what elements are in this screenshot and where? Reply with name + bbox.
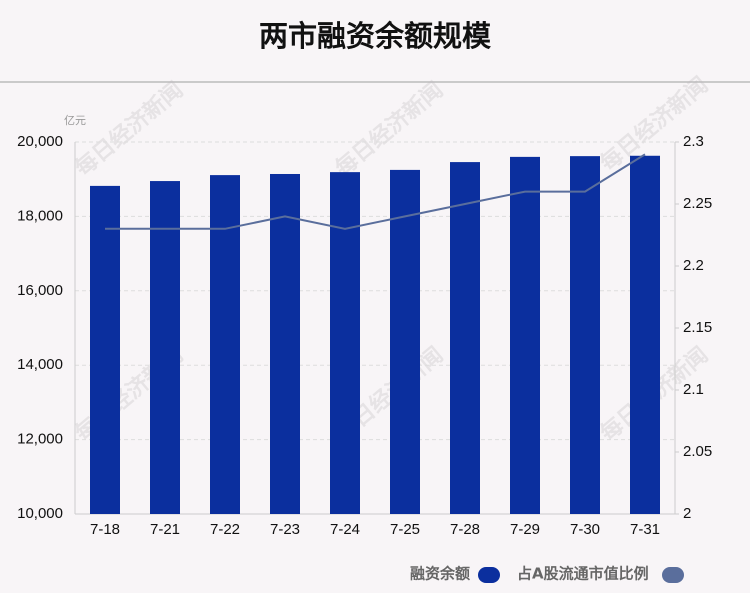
legend-label: 融资余额	[410, 565, 470, 583]
y-tick-label: 14,000	[17, 356, 63, 373]
legend-swatch	[478, 567, 500, 583]
watermark: 每日经济新闻	[70, 77, 188, 182]
y2-tick-label: 2	[683, 505, 691, 522]
y2-tick-label: 2.3	[683, 133, 704, 150]
y2-tick-label: 2.25	[683, 195, 712, 212]
x-tick-label: 7-31	[630, 521, 660, 538]
y-tick-label: 16,000	[17, 282, 63, 299]
x-tick-label: 7-28	[450, 521, 480, 538]
x-tick-label: 7-24	[330, 521, 360, 538]
y2-tick-label: 2.2	[683, 257, 704, 274]
y2-tick-label: 2.15	[683, 319, 712, 336]
bar	[150, 181, 180, 514]
x-tick-label: 7-30	[570, 521, 600, 538]
y-tick-label: 20,000	[17, 133, 63, 150]
chart-title: 两市融资余额规模	[259, 19, 492, 53]
y2-tick-label: 2.05	[683, 443, 712, 460]
y-unit: 亿元	[64, 114, 86, 127]
y-tick-label: 10,000	[17, 505, 63, 522]
y2-tick-label: 2.1	[683, 381, 704, 398]
x-tick-label: 7-25	[390, 521, 420, 538]
line	[105, 153, 646, 230]
bar	[630, 155, 660, 514]
x-tick-label: 7-23	[270, 521, 300, 538]
y-tick-label: 18,000	[17, 207, 63, 224]
legend-swatch	[662, 567, 684, 583]
bar	[210, 175, 240, 514]
bar	[390, 169, 420, 514]
bar	[270, 173, 300, 514]
legend-label: 占A股流通市值比例	[517, 565, 649, 583]
plot: 10,000 12,000 14,000 16,000 18,000 20,000 2 2.0…	[17, 133, 712, 583]
x-tick-label: 7-22	[210, 521, 240, 538]
bar	[510, 156, 540, 514]
x-tick-label: 7-21	[150, 521, 180, 538]
x-tick-label: 7-29	[510, 521, 540, 538]
bar	[450, 162, 480, 514]
y-tick-label: 12,000	[17, 431, 63, 448]
bar	[90, 185, 120, 514]
bar	[330, 172, 360, 514]
bar	[570, 156, 600, 515]
watermark: 每日经济新闻	[330, 77, 448, 182]
x-tick-label: 7-18	[90, 521, 120, 538]
